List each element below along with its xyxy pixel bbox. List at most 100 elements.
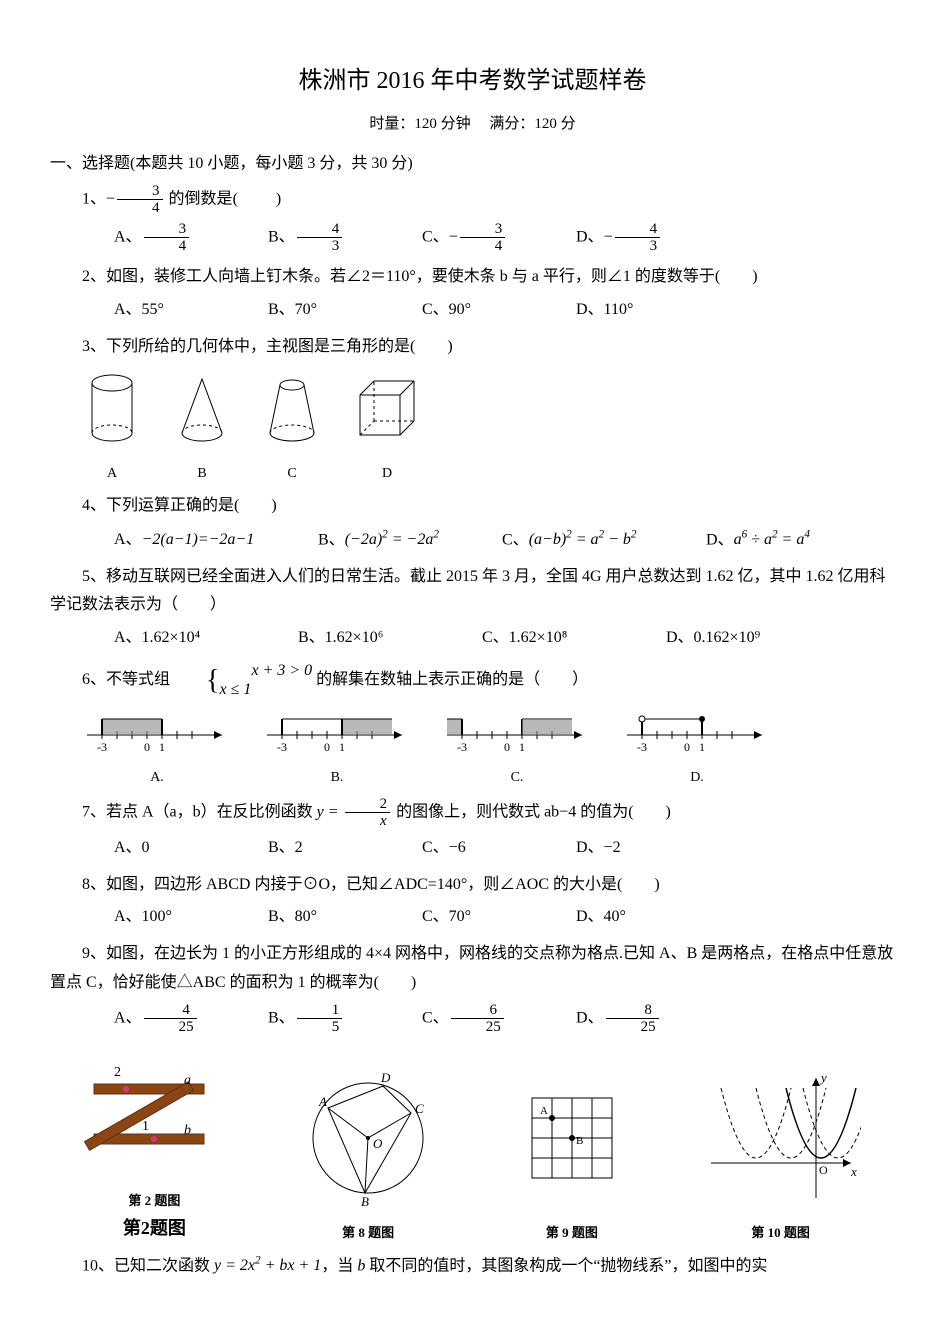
- q6-suffix: 的解集在数轴上表示正确的是（ ）: [316, 671, 588, 688]
- q7-options: A、0 B、2 C、−6 D、−2: [50, 834, 895, 863]
- q6-label-d: D.: [622, 765, 772, 790]
- q7-eq: y =: [317, 803, 339, 820]
- fig-q8-caption: 第 8 题图: [293, 1221, 443, 1244]
- q1-opt-d: D、: [576, 229, 604, 246]
- q2-opt-a: A、55°: [82, 296, 232, 325]
- svg-text:2: 2: [114, 1065, 121, 1080]
- question-1: 1、−34 的倒数是( ): [50, 183, 895, 217]
- q8-opt-d: D、40°: [544, 903, 694, 932]
- q6-label-a: A.: [82, 765, 232, 790]
- q7-opt-a: A、0: [82, 834, 232, 863]
- grid-icon: A B: [512, 1078, 632, 1208]
- question-2: 2、如图，装修工人向墙上钉木条。若∠2＝110°，要使木条 b 与 a 平行，则…: [50, 263, 895, 292]
- q6-options: -3 0 1 A. -3 0 1 B.: [82, 705, 895, 789]
- svg-text:1: 1: [339, 740, 345, 754]
- q3-figures: A B C D: [82, 371, 895, 485]
- q8-options: A、100° B、80° C、70° D、40°: [50, 903, 895, 932]
- q1-options: A、34 B、43 C、−34 D、−43: [50, 221, 895, 255]
- svg-text:0: 0: [684, 740, 690, 754]
- fig-q9: A B 第 9 题图: [512, 1078, 632, 1245]
- q4-c-pre: C、: [502, 531, 529, 548]
- parallel-lines-icon: 2 a 1 b: [84, 1046, 224, 1176]
- svg-text:D: D: [380, 1070, 391, 1085]
- q3-label-a: A: [82, 461, 142, 486]
- q10-prefix: 10、已知二次函数: [82, 1257, 214, 1274]
- q5-opt-d: D、0.162×10⁹: [634, 624, 784, 653]
- svg-text:0: 0: [144, 740, 150, 754]
- svg-text:C: C: [415, 1101, 424, 1116]
- q4-b-pre: B、: [318, 531, 345, 548]
- numberline-c-icon: -3 0 1: [442, 705, 592, 755]
- q7-opt-b: B、2: [236, 834, 386, 863]
- q6-fig-a: -3 0 1 A.: [82, 705, 232, 789]
- q5-opt-c: C、1.62×10⁸: [450, 624, 630, 653]
- svg-text:1: 1: [142, 1119, 149, 1134]
- q4-d-pre: D、: [706, 531, 734, 548]
- fig-q10-caption: 第 10 题图: [701, 1221, 861, 1244]
- q4-a-pre: A、: [114, 531, 142, 548]
- q3-label-c: C: [262, 461, 322, 486]
- q10-suffix: ，当 b 取不同的值时，其图象构成一个“抛物线系”，如图中的实: [321, 1257, 767, 1274]
- svg-text:0: 0: [504, 740, 510, 754]
- svg-text:y: y: [819, 1070, 827, 1085]
- time-label: 时量：120 分钟: [369, 116, 470, 132]
- q1-text: 的倒数是: [169, 191, 233, 208]
- q6-fig-c: -3 0 1 C.: [442, 705, 592, 789]
- q8-opt-c: C、70°: [390, 903, 540, 932]
- svg-text:-3: -3: [637, 740, 647, 754]
- q9-options: A、425 B、15 C、625 D、825: [50, 1002, 895, 1036]
- cylinder-icon: [82, 371, 142, 451]
- exam-meta: 时量：120 分钟 满分：120 分: [50, 111, 895, 138]
- question-7: 7、若点 A（a，b）在反比例函数 y = 2x 的图像上，则代数式 ab−4 …: [50, 796, 895, 830]
- numberline-a-icon: -3 0 1: [82, 705, 232, 755]
- q3-fig-b: B: [172, 371, 232, 485]
- fig-q2: 2 a 1 b 第 2 题图 第2题图: [84, 1046, 224, 1245]
- cube-icon: [352, 371, 422, 451]
- q3-fig-a: A: [82, 371, 142, 485]
- svg-text:-3: -3: [277, 740, 287, 754]
- fig-q8: O A D C B 第 8 题图: [293, 1068, 443, 1245]
- svg-text:1: 1: [699, 740, 705, 754]
- q2-opt-d: D、110°: [544, 296, 694, 325]
- q6-label-b: B.: [262, 765, 412, 790]
- q3-label-d: D: [352, 461, 422, 486]
- circle-quad-icon: O A D C B: [293, 1068, 443, 1208]
- question-10: 10、已知二次函数 y = 2x2 + bx + 1，当 b 取不同的值时，其图…: [50, 1251, 895, 1281]
- numberline-b-icon: -3 0 1: [262, 705, 412, 755]
- fig-q9-caption: 第 9 题图: [512, 1221, 632, 1244]
- svg-text:-3: -3: [457, 740, 467, 754]
- bottom-figures: 2 a 1 b 第 2 题图 第2题图 O A D C B 第 8 题图: [50, 1046, 895, 1245]
- q2-options: A、55° B、70° C、90° D、110°: [50, 296, 895, 325]
- parabola-family-icon: x y O: [701, 1068, 861, 1208]
- q6-fig-b: -3 0 1 B.: [262, 705, 412, 789]
- svg-text:b: b: [184, 1123, 191, 1138]
- svg-text:x: x: [850, 1164, 857, 1179]
- q9-opt-c: C、: [422, 1009, 449, 1026]
- section-1-heading: 一、选择题(本题共 10 小题，每小题 3 分，共 30 分): [50, 150, 895, 179]
- q7-opt-c: C、−6: [390, 834, 540, 863]
- q5-options: A、1.62×10⁴ B、1.62×10⁶ C、1.62×10⁸ D、0.162…: [50, 624, 895, 653]
- fig-q10: x y O 第 10 题图: [701, 1068, 861, 1245]
- page-title: 株洲市 2016 年中考数学试题样卷: [50, 60, 895, 103]
- svg-text:1: 1: [159, 740, 165, 754]
- question-4: 4、下列运算正确的是( ): [50, 492, 895, 521]
- svg-text:A: A: [540, 1105, 548, 1117]
- numberline-d-icon: -3 0 1: [622, 705, 772, 755]
- q9-opt-a: A、: [114, 1009, 142, 1026]
- q6-ineq1: x + 3 > 0: [251, 662, 312, 679]
- question-9: 9、如图，在边长为 1 的小正方形组成的 4×4 网格中，网格线的交点称为格点.…: [50, 940, 895, 998]
- q6-label-c: C.: [442, 765, 592, 790]
- q2-opt-c: C、90°: [390, 296, 540, 325]
- q2-opt-b: B、70°: [236, 296, 386, 325]
- q5-opt-a: A、1.62×10⁴: [82, 624, 262, 653]
- svg-text:0: 0: [324, 740, 330, 754]
- q8-opt-a: A、100°: [82, 903, 232, 932]
- svg-text:a: a: [184, 1073, 191, 1088]
- svg-text:-3: -3: [97, 740, 107, 754]
- fig-q2-caption: 第 2 题图: [84, 1189, 224, 1212]
- q7-prefix: 7、若点 A（a，b）在反比例函数: [82, 803, 317, 820]
- q1-opt-c: C、: [422, 229, 449, 246]
- q7-suffix: 的图像上，则代数式 ab−4 的值为( ): [396, 803, 671, 820]
- svg-text:O: O: [819, 1163, 828, 1177]
- svg-text:1: 1: [519, 740, 525, 754]
